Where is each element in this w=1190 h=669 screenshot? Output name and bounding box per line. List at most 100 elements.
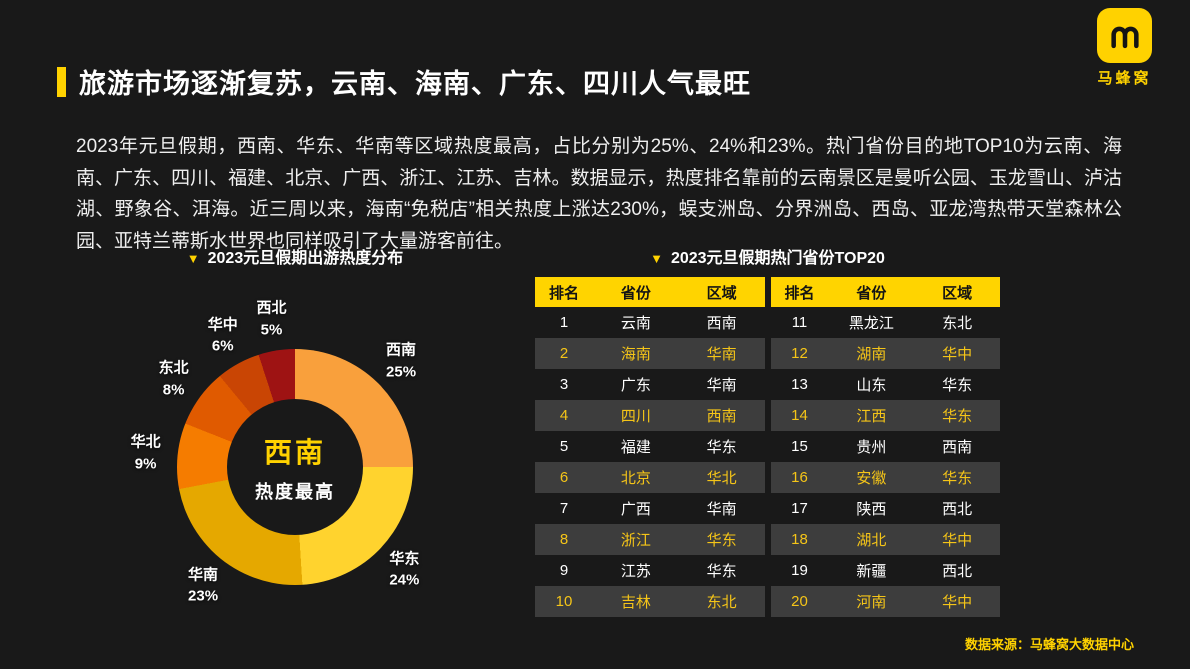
- donut-ring: [177, 349, 413, 585]
- table-cell: 华北: [706, 470, 737, 487]
- table-cell: 广东: [620, 377, 651, 394]
- table-row: 17 陕西 西北: [771, 493, 1001, 524]
- page-title: 旅游市场逐渐复苏，云南、海南、广东、四川人气最旺: [79, 69, 751, 99]
- table-cell: 福建: [620, 439, 651, 456]
- table-header-cell: 省份: [856, 284, 887, 302]
- table-cell: 3: [559, 376, 569, 393]
- table-row: 4 四川 西南: [535, 400, 765, 431]
- table-cell: 18: [791, 531, 808, 548]
- ranking-table-1-10: 排名 省份 区域 1 云南 西南 2 海南 华南 3 广东 华南 4 四川 西南 5 福建 华东 6 北京 华北 7 广西华…: [535, 277, 765, 617]
- table-cell: 西北: [942, 563, 973, 580]
- table-row: 13 山东 华东: [771, 369, 1001, 400]
- table-header-cell: 排名: [784, 284, 815, 302]
- table-cell: 山东: [856, 377, 887, 394]
- table-header-row: 排名 省份 区域: [770, 277, 1000, 307]
- table-cell: 吉林: [620, 594, 651, 611]
- table-cell: 东北: [706, 594, 737, 611]
- table-row: 16 安徽 华东: [770, 462, 1000, 493]
- data-source-note: 数据来源：马蜂窝大数据中心: [964, 637, 1134, 652]
- table-row: 8 浙江 华东: [535, 524, 765, 555]
- donut-chart-title: ▼ 2023元旦假期出游热度分布: [60, 244, 530, 268]
- table-row: 7 广西 华南: [535, 493, 765, 524]
- table-cell: 华东: [942, 408, 973, 425]
- table-cell: 华南: [706, 346, 737, 363]
- table-cell: 华中: [942, 346, 973, 363]
- table-cell: 西北: [942, 501, 973, 518]
- donut-segment-label: 华北 9%: [130, 433, 161, 472]
- ranking-table-title: ▼ 2023元旦假期热门省份TOP20: [535, 244, 1000, 268]
- table-cell: 华中: [942, 594, 973, 611]
- table-header-cell: 省份: [620, 284, 651, 302]
- table-cell: 华东: [706, 439, 737, 456]
- donut-segment-label: 华中 6%: [207, 315, 238, 355]
- table-cell: 河南: [856, 594, 887, 611]
- table-row: 11 黑龙江 东北: [771, 307, 1001, 338]
- table-cell: 湖北: [856, 532, 887, 549]
- ranking-tables: 排名 省份 区域 1 云南 西南 2 海南 华南 3 广东 华南 4 四川 西南 5 福建 华东 6 北京 华北 7 广西华…: [535, 277, 1000, 617]
- table-row: 6 北京 华北: [535, 462, 765, 493]
- table-header-cell: 排名: [548, 284, 579, 302]
- table-cell: 海南: [620, 346, 651, 363]
- table-cell: 新疆: [856, 563, 887, 580]
- table-cell: 广西: [620, 501, 651, 518]
- donut-chart: 西南 热度最高 西南 25% 华东 24% 华南 23% 华北 9% 东北 8% 华中 6% 西北 5%: [60, 272, 530, 647]
- table-row: 15 贵州 西南: [771, 431, 1001, 462]
- table-row: 1 云南 西南: [535, 307, 765, 338]
- table-cell: 5: [559, 438, 569, 455]
- donut-segment-label: 西南 25%: [386, 341, 417, 380]
- table-cell: 8: [559, 531, 569, 548]
- table-cell: 13: [791, 376, 808, 393]
- table-cell: 西南: [942, 439, 973, 456]
- donut-center-sub: 热度最高: [255, 481, 335, 502]
- table-cell: 20: [791, 593, 808, 610]
- table-row: 12 湖南 华中: [770, 338, 1000, 369]
- table-cell: 6: [559, 469, 569, 486]
- table-cell: 江西: [856, 408, 887, 425]
- triangle-down-icon: ▼: [650, 251, 663, 266]
- table-cell: 16: [791, 469, 808, 486]
- donut-segment-label: 东北 8%: [158, 359, 189, 398]
- table-cell: 陕西: [856, 501, 887, 518]
- table-cell: 12: [791, 345, 808, 362]
- table-cell: 华南: [706, 501, 737, 518]
- table-cell: 17: [791, 500, 808, 517]
- table-row: 14 江西 华东: [770, 400, 1000, 431]
- table-row: 9 江苏 华东: [535, 555, 765, 586]
- table-cell: 11: [791, 314, 808, 331]
- ranking-table-11-20: 排名 省份 区域 11 黑龙江 东北 12 湖南 华中 13 山东 华东 14 江西 华东 15 贵州 西南 16 安…: [770, 277, 1001, 617]
- table-cell: 四川: [620, 408, 651, 425]
- table-cell: 华南: [706, 377, 737, 394]
- intro-paragraph: 2023年元旦假期，西南、华东、华南等区域热度最高，占比分别为25%、24%和2…: [76, 136, 1122, 252]
- table-cell: 华东: [706, 563, 737, 580]
- table-cell: 9: [559, 562, 569, 579]
- table-cell: 黑龙江: [848, 315, 894, 332]
- table-cell: 14: [791, 407, 808, 424]
- table-cell: 江苏: [620, 563, 651, 580]
- table-header-row: 排名 省份 区域: [535, 277, 765, 307]
- ranking-table-title-text: 2023元旦假期热门省份TOP20: [670, 250, 885, 267]
- table-cell: 华中: [942, 532, 973, 549]
- table-cell: 1: [559, 314, 569, 331]
- mafengwo-logo: 马蜂窝: [1097, 8, 1152, 88]
- table-cell: 2: [559, 345, 569, 362]
- table-cell: 浙江: [620, 532, 651, 549]
- table-row: 5 福建 华东: [535, 431, 765, 462]
- bee-m-glyph: [1110, 26, 1139, 48]
- donut-center-main: 西南: [263, 436, 326, 468]
- slide-header: 旅游市场逐渐复苏，云南、海南、广东、四川人气最旺: [57, 62, 751, 101]
- table-cell: 10: [555, 593, 573, 610]
- table-cell: 西南: [706, 315, 737, 332]
- table-cell: 15: [791, 438, 808, 455]
- table-cell: 湖南: [856, 346, 887, 363]
- table-cell: 北京: [620, 470, 651, 487]
- donut-chart-title-text: 2023元旦假期出游热度分布: [207, 250, 404, 267]
- table-cell: 华东: [706, 532, 737, 549]
- table-header-cell: 区域: [706, 284, 737, 302]
- mafengwo-logo-text: 马蜂窝: [1097, 70, 1152, 87]
- table-cell: 东北: [942, 315, 973, 332]
- table-row: 18 湖北 华中: [770, 524, 1000, 555]
- donut-segment-label: 西北 5%: [256, 299, 287, 338]
- donut-segment-label: 华南 23%: [188, 565, 219, 605]
- table-cell: 云南: [620, 315, 651, 332]
- table-row: 20 河南 华中: [770, 586, 1000, 617]
